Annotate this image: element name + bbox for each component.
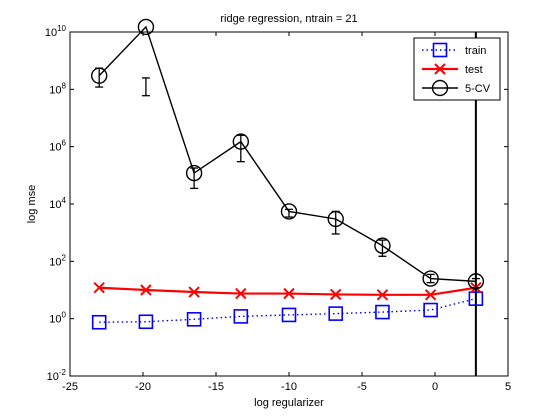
legend-label: 5-CV bbox=[465, 83, 491, 95]
train-marker bbox=[468, 291, 484, 306]
train-marker bbox=[233, 309, 249, 324]
y-tick-label: 108 bbox=[49, 81, 66, 96]
cv-marker bbox=[327, 210, 344, 228]
chart-title: ridge regression, ntrain = 21 bbox=[220, 13, 357, 25]
test-marker bbox=[140, 284, 152, 296]
x-axis-label: log regularizer bbox=[254, 397, 324, 409]
test-marker-stroke bbox=[330, 288, 342, 301]
y-axis-label: log mse bbox=[26, 185, 38, 224]
x-tick-label: -5 bbox=[357, 381, 367, 393]
test-marker bbox=[376, 289, 389, 301]
cv-marker bbox=[422, 270, 439, 287]
series-train bbox=[91, 291, 484, 330]
x-tick-label: -15 bbox=[208, 381, 224, 393]
cv-marker bbox=[232, 133, 250, 150]
test-marker-stroke bbox=[235, 287, 247, 300]
cv-marker bbox=[431, 79, 449, 97]
train-marker bbox=[432, 42, 448, 58]
test-marker bbox=[434, 63, 446, 75]
y-axis-ticks: 10-2 100 102 104 106 108 1010 bbox=[45, 24, 508, 383]
y-tick-label: 1010 bbox=[45, 24, 67, 39]
test-marker bbox=[235, 287, 247, 300]
test-marker-stroke bbox=[376, 289, 389, 301]
test-marker bbox=[330, 288, 342, 301]
x-tick-label: 5 bbox=[505, 381, 511, 393]
cv-marker bbox=[467, 273, 485, 290]
x-axis-ticks: -25 -20 -15 -10 -5 0 5 bbox=[62, 32, 511, 393]
test-marker-stroke bbox=[93, 282, 105, 294]
series-5-cv bbox=[90, 18, 485, 290]
y-tick-label: 100 bbox=[49, 311, 66, 326]
train-marker bbox=[138, 314, 154, 330]
train-marker bbox=[91, 314, 107, 330]
test-marker bbox=[93, 282, 105, 294]
train-marker bbox=[281, 307, 297, 323]
cv-marker bbox=[185, 164, 203, 182]
legend-label: test bbox=[465, 64, 483, 76]
y-tick-label: 10-2 bbox=[47, 368, 67, 383]
x-tick-label: -10 bbox=[281, 381, 297, 393]
train-marker bbox=[186, 312, 202, 327]
x-tick-label: -25 bbox=[62, 381, 78, 393]
cv-marker bbox=[137, 18, 155, 36]
train-marker bbox=[328, 306, 344, 321]
test-marker-stroke bbox=[434, 63, 446, 75]
series-layer bbox=[90, 18, 485, 376]
train-marker bbox=[375, 304, 390, 320]
cv-marker bbox=[90, 67, 108, 84]
x-tick-label: -20 bbox=[135, 381, 151, 393]
y-tick-label: 104 bbox=[49, 196, 66, 211]
cv-marker bbox=[374, 237, 391, 254]
test-marker-stroke bbox=[424, 289, 437, 301]
test-marker-stroke bbox=[140, 284, 152, 296]
series-line bbox=[99, 297, 477, 323]
train-marker bbox=[423, 302, 438, 318]
test-marker-stroke bbox=[188, 286, 200, 298]
y-tick-label: 106 bbox=[49, 139, 66, 154]
y-tick-label: 102 bbox=[49, 253, 66, 268]
legend-label: train bbox=[465, 45, 486, 57]
test-marker bbox=[188, 286, 200, 298]
legend: train test 5-CV bbox=[413, 37, 501, 101]
test-marker-stroke bbox=[283, 287, 295, 300]
x-tick-label: 0 bbox=[432, 381, 438, 393]
test-marker bbox=[283, 287, 295, 300]
cv-marker bbox=[280, 203, 298, 220]
series-test bbox=[93, 282, 482, 301]
test-marker bbox=[424, 289, 437, 301]
